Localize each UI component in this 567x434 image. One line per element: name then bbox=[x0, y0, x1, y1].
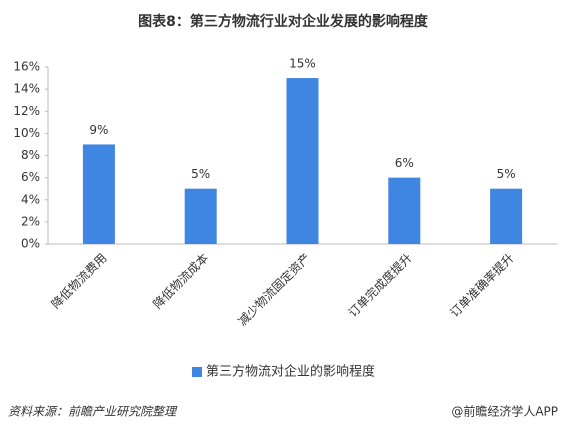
data-label: 5% bbox=[191, 167, 210, 181]
bar bbox=[82, 144, 115, 244]
y-tick-label: 6% bbox=[21, 170, 40, 184]
y-tick-label: 16% bbox=[13, 60, 40, 74]
y-tick-label: 2% bbox=[21, 214, 40, 228]
data-label: 9% bbox=[89, 123, 108, 137]
bar bbox=[388, 177, 421, 244]
data-label: 6% bbox=[395, 156, 414, 170]
y-tick-label: 10% bbox=[13, 126, 40, 140]
y-tick-label: 8% bbox=[21, 148, 40, 162]
bar bbox=[490, 188, 523, 244]
legend-label: 第三方物流对企业的影响程度 bbox=[206, 364, 375, 380]
x-tick-label: 减少物流固定资产 bbox=[235, 250, 313, 328]
bar bbox=[286, 78, 319, 244]
x-tick-label: 降低物流成本 bbox=[150, 251, 211, 312]
source-note: 资料来源：前瞻产业研究院整理 bbox=[8, 405, 178, 419]
data-label: 15% bbox=[289, 57, 316, 71]
x-tick-label: 降低物流费用 bbox=[49, 251, 110, 312]
data-label: 5% bbox=[497, 167, 516, 181]
credit: @前瞻经济学人APP bbox=[451, 404, 558, 419]
y-tick-label: 4% bbox=[21, 192, 40, 206]
y-tick-label: 12% bbox=[13, 104, 40, 118]
y-tick-label: 14% bbox=[13, 82, 40, 96]
legend-swatch bbox=[192, 367, 202, 377]
bar bbox=[184, 188, 217, 244]
y-tick-label: 0% bbox=[21, 237, 40, 251]
x-tick-label: 订单完成度提升 bbox=[345, 250, 415, 320]
chart-title: 图表8：第三方物流行业对企业发展的影响程度 bbox=[138, 13, 429, 30]
x-tick-label: 订单准确率提升 bbox=[447, 250, 517, 320]
